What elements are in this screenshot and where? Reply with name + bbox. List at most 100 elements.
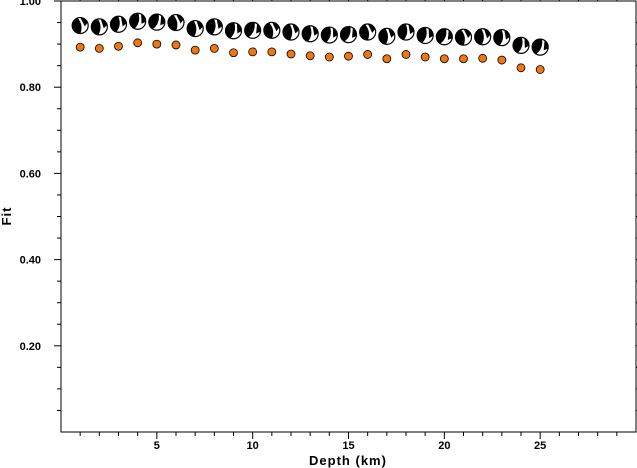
fit-point [267, 47, 277, 57]
beachball-secondary-quadrant [176, 14, 184, 24]
mechanism-beachball [397, 23, 415, 41]
plot-frame [60, 0, 637, 433]
beachball-compression-quadrant [282, 24, 293, 40]
beachball-secondary-quadrant [463, 29, 471, 39]
x-tick-label: 5 [154, 440, 160, 452]
mechanism-beachball [244, 21, 262, 39]
y-tick-label: 1.00 [20, 0, 41, 8]
mechanism-beachball [531, 38, 549, 56]
beachball-secondary-quadrant [524, 38, 529, 49]
beachball-secondary-quadrant [483, 28, 491, 39]
beachball-secondary-quadrant [332, 27, 338, 38]
fit-point [229, 48, 238, 58]
fit-point [382, 54, 392, 64]
beachball-secondary-quadrant [367, 24, 376, 33]
beachball-secondary-quadrant [351, 27, 357, 38]
mechanism-beachball [339, 26, 358, 44]
beachball-compression-quadrant [72, 17, 82, 34]
beachball-secondary-quadrant [256, 23, 261, 34]
beachball-compression-quadrant [129, 13, 140, 29]
mechanism-beachball [167, 13, 185, 32]
mechanism-beachball [90, 18, 108, 36]
fit-point [248, 47, 258, 57]
beachball-compression-quadrant [206, 18, 216, 35]
fit-point [401, 50, 411, 59]
beachball-compression-quadrant [417, 27, 427, 43]
x-tick-label: 20 [438, 440, 450, 452]
beachball-compression-quadrant [397, 24, 408, 40]
beachball-secondary-quadrant [141, 14, 146, 24]
beachball-compression-quadrant [359, 24, 370, 41]
fit-point [459, 54, 468, 64]
beachball-compression-quadrant [225, 22, 236, 39]
x-tick-label: 10 [247, 440, 259, 452]
x-tick-label: 15 [342, 440, 354, 452]
beachball-compression-quadrant [302, 25, 312, 42]
fit-point [114, 41, 123, 51]
fit-point [497, 55, 507, 65]
beachball-secondary-quadrant [272, 22, 280, 32]
mechanism-beachball [129, 12, 147, 30]
mechanism-beachball [512, 36, 530, 54]
beachball-secondary-quadrant [120, 16, 127, 27]
beachball-compression-quadrant [340, 26, 351, 42]
mechanism-beachball [205, 18, 223, 36]
mechanism-beachball [71, 16, 89, 35]
beachball-secondary-quadrant [216, 19, 223, 29]
beachball-secondary-quadrant [447, 30, 453, 40]
mechanism-beachball [109, 15, 128, 33]
beachball-compression-quadrant [187, 20, 197, 37]
fit-point [363, 50, 373, 59]
beachball-compression-quadrant [455, 29, 465, 46]
mechanism-beachball [224, 22, 243, 40]
mechanism-beachball [416, 26, 434, 45]
beachball-secondary-quadrant [80, 17, 88, 27]
beachball-secondary-quadrant [428, 28, 434, 39]
beachball-compression-quadrant [110, 16, 120, 33]
mechanism-beachball [359, 23, 377, 41]
beachball-secondary-quadrant [543, 40, 549, 51]
mechanism-beachball [493, 29, 511, 47]
mechanism-beachball [186, 19, 204, 38]
y-tick-label: 0.80 [20, 82, 41, 94]
beachball-compression-quadrant [436, 28, 447, 44]
fit-point [344, 51, 353, 61]
mechanism-beachball [282, 23, 300, 41]
fit-point [133, 38, 143, 48]
fit-point [94, 44, 104, 53]
mechanism-beachball [148, 13, 166, 31]
fit-point [516, 63, 526, 73]
fit-point [535, 65, 545, 74]
beachball-secondary-quadrant [408, 24, 414, 35]
fit-point [305, 51, 315, 61]
mechanism-beachball [320, 26, 338, 44]
fit-point [439, 54, 449, 64]
beachball-compression-quadrant [244, 22, 255, 38]
beachball-compression-quadrant [532, 39, 543, 55]
beachball-compression-quadrant [493, 29, 504, 46]
series-mechanism-beachballs [71, 12, 549, 56]
fit-point [171, 40, 181, 50]
axis-ticks [54, 0, 637, 439]
beachball-compression-quadrant [378, 28, 389, 45]
beachball-compression-quadrant [321, 27, 331, 43]
fit-point [324, 52, 334, 62]
y-axis-label: Fit [0, 207, 14, 226]
mechanism-beachball [301, 25, 319, 43]
fit-point [286, 49, 296, 59]
beachball-compression-quadrant [167, 14, 178, 31]
fit-point [478, 53, 488, 63]
beachball-secondary-quadrant [160, 15, 165, 26]
x-axis-label: Depth (km) [309, 453, 387, 468]
axis-tick-labels: 5 10 15 20 25 0.20 0.40 0.60 0.80 1.00 [20, 0, 547, 452]
mechanism-beachball [454, 28, 473, 46]
mechanism-beachball [474, 28, 492, 46]
y-tick-label: 0.60 [20, 168, 41, 180]
beachball-compression-quadrant [474, 28, 484, 45]
mechanism-beachball [263, 21, 281, 39]
beachball-secondary-quadrant [196, 20, 203, 31]
fit-point [75, 42, 85, 52]
beachball-secondary-quadrant [312, 26, 319, 36]
y-tick-label: 0.20 [20, 341, 41, 353]
